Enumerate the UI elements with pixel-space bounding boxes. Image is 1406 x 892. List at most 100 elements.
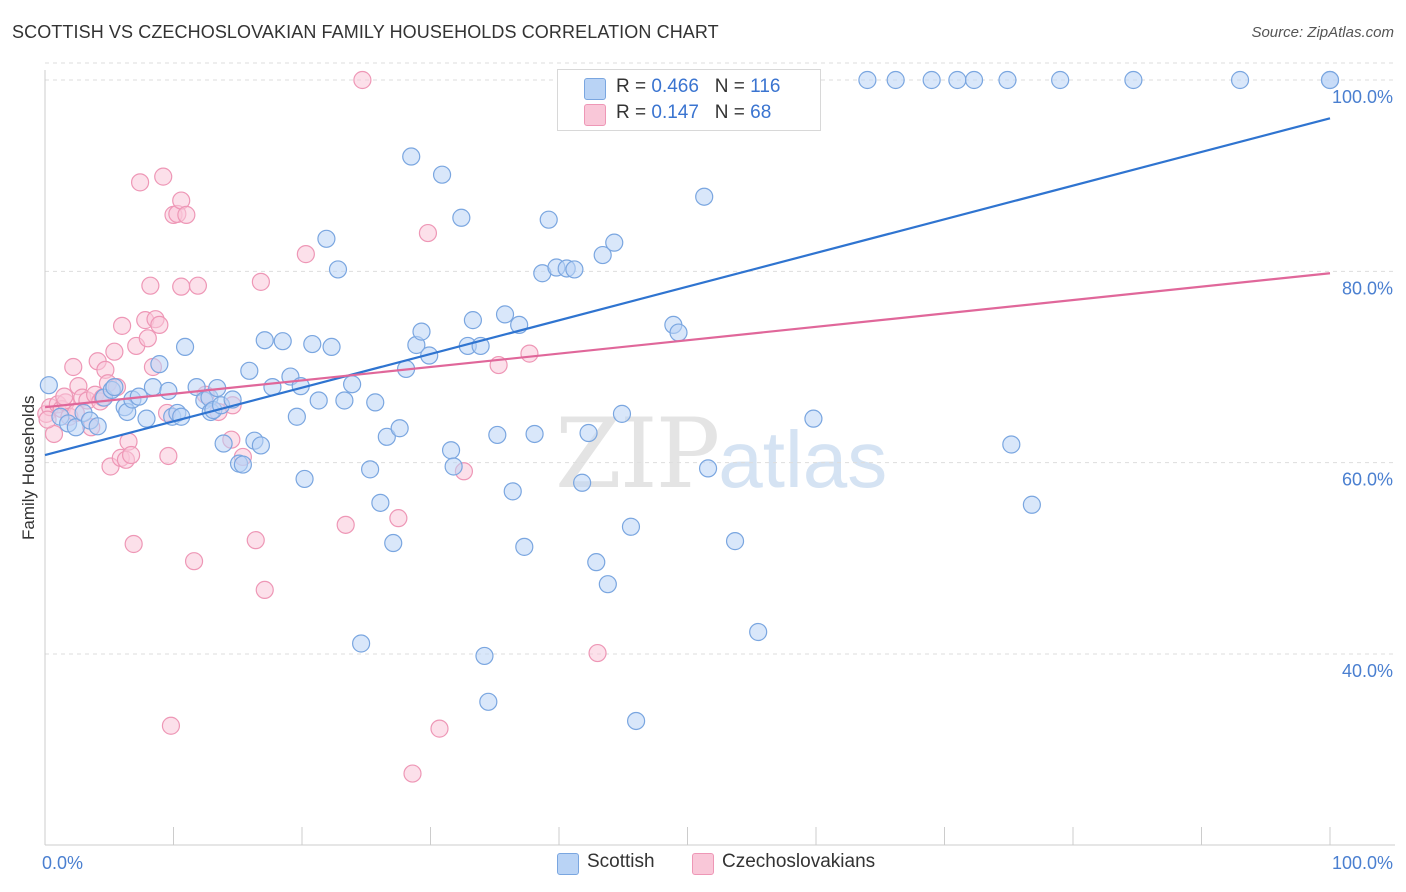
- scottish-point: [317, 229, 336, 248]
- scottish-point: [233, 455, 252, 474]
- bottom-legend-label-scottish: Scottish: [587, 851, 655, 872]
- scottish-point: [669, 323, 688, 342]
- scottish-point: [1002, 435, 1021, 454]
- scottish-point: [593, 245, 612, 265]
- scottish-points: [39, 70, 1340, 731]
- czech-point: [161, 716, 181, 735]
- czech-points: [37, 70, 607, 783]
- bottom-legend-swatch-scottish: [557, 853, 579, 875]
- legend-r-label: R =: [616, 102, 647, 123]
- czech-point: [353, 70, 372, 90]
- scottish-point: [605, 233, 624, 252]
- correlation-legend: R = 0.466 N = 116 R = 0.147 N = 68: [557, 69, 821, 131]
- legend-r-value-scottish: 0.466: [651, 76, 699, 97]
- scottish-point: [1051, 70, 1070, 90]
- grid-lines: [45, 62, 1395, 655]
- scottish-point: [255, 331, 274, 350]
- czech-point: [112, 316, 132, 335]
- czech-point: [520, 344, 539, 363]
- scottish-point: [463, 311, 483, 330]
- legend-swatch-czech: [584, 104, 606, 126]
- czech-point: [418, 223, 438, 243]
- scottish-point: [1230, 70, 1250, 90]
- czech-point: [55, 387, 74, 406]
- legend-n-value-scottish: 116: [750, 76, 781, 97]
- czech-point: [141, 276, 160, 295]
- scottish-point: [361, 460, 380, 479]
- scottish-point: [137, 409, 156, 428]
- scottish-point: [503, 482, 522, 501]
- y-tick-label: 80.0%: [1342, 278, 1393, 298]
- x-tick-label: 100.0%: [1332, 853, 1393, 873]
- czech-point: [64, 357, 83, 377]
- legend-r-label: R =: [616, 76, 647, 97]
- y-tick-label: 40.0%: [1342, 661, 1393, 681]
- scottish-point: [948, 70, 967, 90]
- scottish-point: [1320, 70, 1340, 90]
- scottish-point: [804, 409, 823, 428]
- scottish-point: [444, 457, 463, 476]
- scottish-point: [150, 355, 169, 374]
- chart-title: SCOTTISH VS CZECHOSLOVAKIAN FAMILY HOUSE…: [12, 22, 719, 42]
- scottish-point: [495, 305, 515, 324]
- scottish-point: [1022, 495, 1041, 514]
- scottish-point: [964, 70, 984, 90]
- y-tick-label: 60.0%: [1342, 470, 1393, 490]
- scottish-point: [303, 334, 322, 354]
- legend-n-label: N =: [714, 76, 745, 97]
- watermark-atlas: atlas: [718, 415, 888, 504]
- scottish-point: [698, 459, 718, 478]
- scottish-point: [39, 376, 58, 395]
- scottish-point: [525, 424, 544, 444]
- czech-point: [246, 531, 265, 550]
- legend-swatch-scottish: [584, 78, 606, 100]
- czech-point: [138, 329, 157, 348]
- scottish-point: [309, 391, 328, 410]
- scottish-point: [612, 404, 632, 423]
- scottish-point: [695, 187, 714, 206]
- scottish-point: [725, 532, 745, 551]
- scottish-point: [251, 436, 270, 455]
- scottish-point: [479, 692, 498, 711]
- scottish-point: [573, 473, 592, 492]
- scottish-point: [377, 427, 396, 446]
- scottish-point: [352, 634, 371, 653]
- scottish-point: [922, 70, 941, 90]
- czech-point: [255, 580, 274, 600]
- legend-r-value-czech: 0.147: [651, 102, 699, 123]
- czech-point: [430, 719, 449, 738]
- czech-point: [403, 764, 422, 783]
- scottish-point: [88, 417, 107, 436]
- bottom-legend-label-czech: Czechoslovakians: [722, 851, 876, 872]
- scottish-point: [1124, 70, 1143, 90]
- czech-point: [336, 515, 355, 534]
- czech-point: [184, 552, 204, 571]
- czech-point: [251, 272, 270, 291]
- scottish-point: [998, 70, 1017, 90]
- scottish-point: [322, 337, 341, 357]
- scottish-point: [626, 711, 646, 731]
- scottish-point: [105, 377, 124, 397]
- source-label[interactable]: Source: ZipAtlas.com: [1251, 24, 1394, 41]
- scottish-point: [366, 393, 385, 412]
- scottish-point: [287, 407, 306, 426]
- czech-point: [389, 509, 408, 528]
- scottish-point: [515, 537, 534, 556]
- scottish-point: [159, 381, 178, 401]
- legend-n-value-czech: 68: [750, 102, 772, 123]
- scottish-point: [858, 70, 877, 90]
- regression-lines: [44, 117, 1331, 457]
- scottish-point: [475, 646, 494, 666]
- scottish-point: [432, 165, 452, 184]
- scottish-point: [579, 423, 598, 443]
- czech-point: [121, 445, 141, 465]
- scottish-point: [441, 441, 461, 460]
- scottish-point: [565, 260, 584, 279]
- scottish-point: [488, 425, 507, 445]
- scottish-point: [886, 70, 905, 90]
- scottish-point: [273, 332, 292, 351]
- czech-point: [159, 446, 178, 466]
- tick-labels: 40.0% 60.0% 80.0% 100.0% 0.0% 100.0%: [42, 87, 1393, 873]
- scottish-point: [390, 419, 409, 438]
- scottish-point: [587, 553, 606, 572]
